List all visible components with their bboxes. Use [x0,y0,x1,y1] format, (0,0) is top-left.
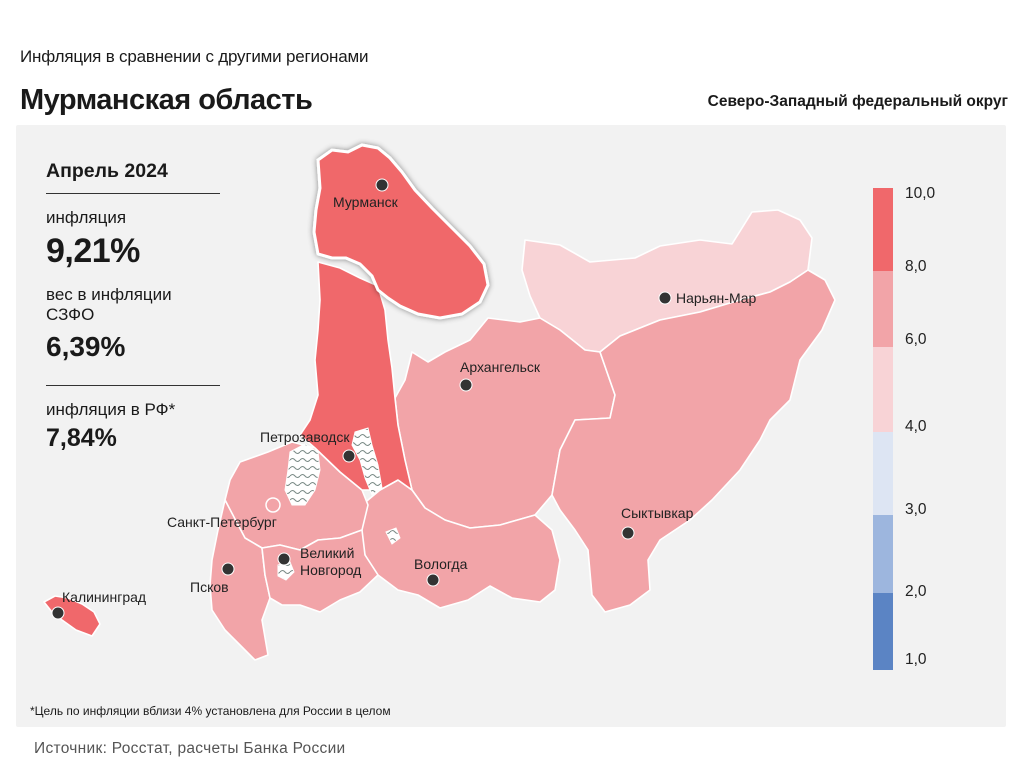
city-label-murmansk: Мурманск [333,194,399,210]
legend-tick-6: 6,0 [905,331,927,348]
region-murmansk[interactable] [312,143,490,320]
city-label-kaliningrad: Калининград [62,589,146,605]
city-dot-syktyvkar [621,526,635,540]
weight-label: вес в инфляции СЗФО [46,285,172,324]
region-komi[interactable] [551,269,836,613]
rf-inflation-label: инфляция в РФ* [46,400,176,419]
city-dot-novgorod [277,552,291,566]
rf-inflation-value: 7,84% [46,424,117,452]
city-label-syktyvkar: Сыктывкар [621,505,694,521]
city-label-naryan-mar: Нарьян-Мар [676,290,757,306]
legend-bar [873,188,893,670]
city-dot-pskov [221,562,235,576]
city-label-novgorod-1: Великий [300,545,354,561]
divider [46,385,220,386]
city-label-arkhangelsk: Архангельск [460,359,541,375]
subtitle: Инфляция в сравнении с другими регионами [20,47,369,66]
lake-beloye [385,527,401,545]
legend-tick-1: 1,0 [905,651,927,668]
city-dot-arkhangelsk [459,378,473,392]
city-dot-naryan-mar [658,291,672,305]
city-label-pskov: Псков [190,579,229,595]
legend-band-2-3 [873,515,893,593]
legend-tick-8: 8,0 [905,258,927,275]
city-dot-kaliningrad [51,606,65,620]
inflation-label: инфляция [46,208,127,227]
lake-onega [351,427,383,496]
inflation-value: 9,21% [46,232,140,270]
city-dot-vologda [426,573,440,587]
legend-tick-4: 4,0 [905,418,927,435]
city-label-petrozavodsk: Петрозаводск [260,429,350,445]
city-dot-petrozavodsk [342,449,356,463]
source-note: Источник: Росстат, расчеты Банка России [34,740,346,757]
legend-tick-3: 3,0 [905,501,927,518]
lake-ladoga [284,443,321,506]
city-label-spb: Санкт-Петербург [167,514,277,530]
city-label-vologda: Вологда [414,556,468,572]
legend-band-3-4 [873,432,893,515]
region-vologda[interactable] [359,479,561,609]
district-label: Северо-Западный федеральный округ [707,93,1008,110]
region-spb[interactable] [265,497,281,513]
region-karelia[interactable] [299,261,413,491]
legend-band-8-10 [873,188,893,271]
stats-block: Апрель 2024 инфляция 9,21% вес в инфляци… [46,160,220,453]
legend-tick-2: 2,0 [905,583,927,600]
legend-band-4-6 [873,347,893,432]
legend-tick-10: 10,0 [905,185,936,202]
city-dot-murmansk [375,178,389,192]
weight-value: 6,39% [46,331,126,362]
region-novgorod[interactable] [261,529,379,613]
city-label-novgorod-2: Новгород [300,562,361,578]
footnote: *Цель по инфляции вблизи 4% установлена … [30,704,391,718]
legend-band-6-8 [873,271,893,347]
page-title: Мурманская область [20,84,313,116]
legend-band-1-2 [873,593,893,670]
period-label: Апрель 2024 [46,160,220,194]
